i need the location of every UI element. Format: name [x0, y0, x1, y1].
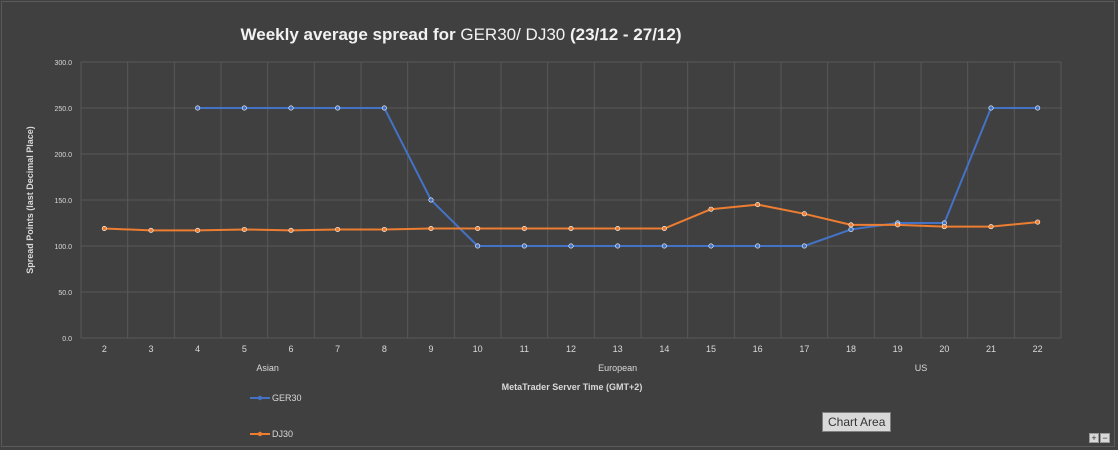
- data-point-dj30: [381, 226, 387, 232]
- x-tick-label: 15: [706, 344, 716, 354]
- data-point-dj30: [615, 226, 621, 232]
- data-point-ger30: [521, 243, 527, 249]
- data-point-ger30: [428, 197, 434, 203]
- data-point-dj30: [1035, 219, 1041, 225]
- data-point-ger30: [568, 243, 574, 249]
- data-point-dj30: [708, 206, 714, 212]
- data-point-ger30: [848, 226, 854, 232]
- data-point-dj30: [101, 226, 107, 232]
- x-axis-title: MetaTrader Server Time (GMT+2): [502, 382, 643, 392]
- y-tick-label: 150.0: [54, 198, 72, 205]
- y-axis-title: Spread Points (last Decimal Place): [25, 126, 35, 274]
- y-tick-label: 250.0: [54, 106, 72, 113]
- zoom-in-button[interactable]: +: [1089, 433, 1099, 443]
- x-tick-label: 14: [659, 344, 669, 354]
- data-point-dj30: [801, 211, 807, 217]
- session-label: US: [915, 363, 928, 373]
- data-point-dj30: [661, 226, 667, 232]
- legend-swatch-marker: [257, 395, 263, 401]
- y-tick-label: 0.0: [62, 336, 72, 343]
- zoom-out-button[interactable]: −: [1100, 433, 1110, 443]
- data-point-ger30: [708, 243, 714, 249]
- data-point-ger30: [988, 105, 994, 111]
- x-tick-label: 12: [566, 344, 576, 354]
- data-point-dj30: [148, 227, 154, 233]
- legend-label: DJ30: [272, 429, 293, 439]
- x-tick-label: 4: [195, 344, 200, 354]
- data-point-ger30: [801, 243, 807, 249]
- data-point-dj30: [241, 226, 247, 232]
- session-labels: Asian European US: [256, 363, 927, 373]
- x-tick-label: 18: [846, 344, 856, 354]
- data-point-ger30: [288, 105, 294, 111]
- legend: GER30 DJ30: [250, 393, 302, 439]
- x-tick-label: 20: [939, 344, 949, 354]
- data-point-dj30: [848, 222, 854, 228]
- data-point-ger30: [475, 243, 481, 249]
- y-tick-label: 100.0: [54, 244, 72, 251]
- data-point-dj30: [521, 226, 527, 232]
- chart-title: Weekly average spread for GER30/ DJ30 (2…: [241, 25, 682, 44]
- data-point-dj30: [195, 227, 201, 233]
- x-tick-label: 9: [428, 344, 433, 354]
- data-point-ger30: [195, 105, 201, 111]
- title-dates: (23/12 - 27/12): [565, 25, 681, 44]
- session-label: European: [598, 363, 637, 373]
- x-tick-label: 13: [613, 344, 623, 354]
- data-point-dj30: [475, 226, 481, 232]
- title-symbols: GER30/ DJ30: [460, 25, 565, 44]
- legend-label: GER30: [272, 393, 302, 403]
- data-point-dj30: [428, 226, 434, 232]
- x-tick-label: 2: [102, 344, 107, 354]
- x-tick-label: 10: [473, 344, 483, 354]
- data-point-dj30: [895, 222, 901, 228]
- x-tick-label: 19: [893, 344, 903, 354]
- legend-swatch-marker: [257, 431, 263, 437]
- data-point-ger30: [335, 105, 341, 111]
- x-tick-label: 8: [382, 344, 387, 354]
- series-lines: [101, 105, 1041, 249]
- x-tick-label: 21: [986, 344, 996, 354]
- chart-area-tooltip: Chart Area: [822, 412, 892, 432]
- title-prefix: Weekly average spread for: [241, 25, 461, 44]
- data-point-dj30: [941, 224, 947, 230]
- data-point-dj30: [755, 202, 761, 208]
- data-point-ger30: [381, 105, 387, 111]
- x-tick-label: 22: [1033, 344, 1043, 354]
- data-point-ger30: [615, 243, 621, 249]
- x-tick-label: 16: [753, 344, 763, 354]
- data-point-ger30: [661, 243, 667, 249]
- gridlines: [80, 61, 1062, 339]
- x-tick-label: 11: [520, 344, 529, 354]
- y-tick-label: 50.0: [58, 290, 72, 297]
- y-tick-label: 200.0: [54, 152, 72, 159]
- data-point-dj30: [335, 226, 341, 232]
- data-point-dj30: [288, 227, 294, 233]
- x-tick-label: 17: [799, 344, 809, 354]
- x-tick-label: 6: [288, 344, 293, 354]
- y-tick-label: 300.0: [54, 60, 72, 67]
- x-tick-label: 7: [335, 344, 340, 354]
- y-axis-ticks: 0.0 50.0 100.0 150.0 200.0 250.0 300.0: [54, 60, 72, 343]
- x-tick-label: 5: [242, 344, 247, 354]
- data-point-dj30: [988, 224, 994, 230]
- x-tick-label: 3: [148, 344, 153, 354]
- x-axis-ticks: 2 3 4 5 6 7 8 9 10 11 12 13 14 15 16 17 18 19 20 21 22: [102, 344, 1043, 354]
- data-point-ger30: [241, 105, 247, 111]
- data-point-ger30: [1035, 105, 1041, 111]
- session-label: Asian: [256, 363, 279, 373]
- data-point-dj30: [568, 226, 574, 232]
- data-point-ger30: [755, 243, 761, 249]
